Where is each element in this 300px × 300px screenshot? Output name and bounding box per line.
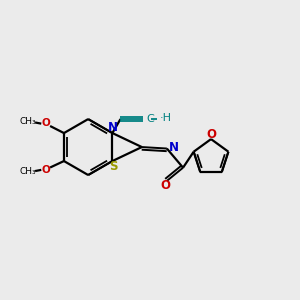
Text: C: C [146,114,154,124]
Text: CH₃: CH₃ [20,167,36,176]
Text: O: O [42,118,51,128]
Text: O: O [42,165,51,175]
Text: N: N [169,141,179,154]
Text: CH₃: CH₃ [20,117,36,126]
Text: N: N [107,121,117,134]
Text: S: S [110,160,118,173]
Text: O: O [206,128,216,141]
Text: ·H: ·H [160,112,172,123]
Text: O: O [160,179,170,192]
